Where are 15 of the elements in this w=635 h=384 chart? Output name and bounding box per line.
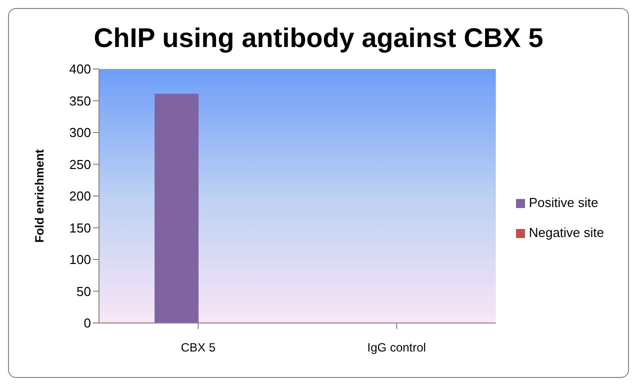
x-tick-label: IgG control [367,340,426,355]
chart-title: ChIP using antibody against CBX 5 [92,23,544,55]
y-tick-label: 250 [69,156,91,172]
x-tick-label: CBX 5 [180,340,216,355]
y-tick-label: 200 [69,188,91,204]
y-tick-label: 100 [69,252,91,268]
y-tick-label: 150 [69,220,91,236]
y-axis-title: Fold enrichment [32,149,46,243]
y-tick-label: 0 [84,316,91,331]
y-tick-label: 350 [69,93,91,108]
y-tick-label: 300 [69,125,91,140]
legend-label: Positive site [528,195,598,210]
legend-label: Negative site [528,225,604,240]
y-tick-label: 400 [69,62,91,77]
y-tick-label: 50 [76,284,91,299]
